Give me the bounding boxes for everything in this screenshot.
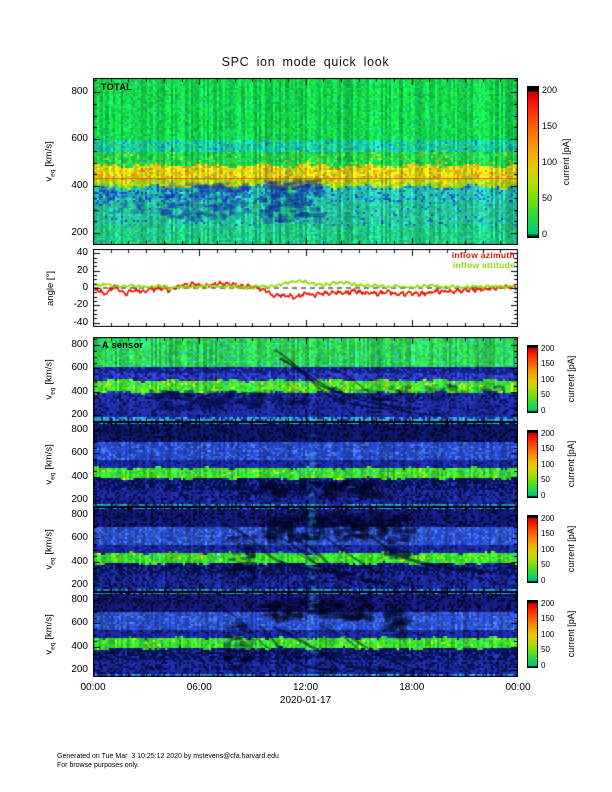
c-sensor-canvas [93, 507, 518, 592]
colorbar-tick-label: 0 [541, 490, 546, 500]
colorbar-tick-label: 150 [541, 529, 555, 538]
y-tick-label: 200 [71, 579, 88, 590]
y-tick-label: 400 [71, 385, 88, 397]
colorbar-c-gradient [527, 515, 538, 583]
y-tick-label: 800 [71, 594, 88, 606]
colorbar-tick-label: 50 [541, 475, 550, 484]
y-tick-label: 800 [71, 339, 88, 351]
y-axis-label-total: veq[km/s] [43, 141, 57, 182]
y-tick-label: 400 [71, 470, 88, 482]
legend-inflow-azimuth: inflow azimuth [451, 250, 515, 260]
x-tick-label: 12:00 [292, 682, 319, 693]
colorbar-axis-label: current [pA] [561, 138, 571, 186]
inflow-angle-panel [93, 249, 518, 327]
y-tick-label: 200 [71, 227, 88, 239]
colorbar-tick-label: 50 [541, 645, 550, 654]
date-label: 2020-01-17 [279, 695, 332, 706]
colorbar-total [527, 86, 539, 238]
colorbar-tick-label: 50 [541, 560, 550, 569]
y-tick-label: 400 [71, 640, 88, 652]
colorbar-d-gradient [527, 600, 538, 668]
a-sensor-spectrogram-panel: A sensor [93, 337, 518, 422]
colorbar-tick-label: 200 [541, 513, 555, 523]
colorbar-tick-label: 200 [542, 84, 558, 95]
colorbar-tick-label: 50 [541, 390, 550, 399]
total-spectrogram-panel: TOTAL [93, 78, 518, 245]
colorbar-tick-label: 200 [541, 598, 555, 608]
total-spectrogram-canvas [93, 78, 518, 245]
page-title: SPC ion mode quick look [221, 55, 390, 69]
colorbar-a-gradient [527, 345, 538, 413]
d-sensor-canvas [93, 592, 518, 677]
footer-line-1: Generated on Tue Mar 3 10:25:12 2020 by … [57, 753, 279, 760]
colorbar-d-sensor [527, 600, 538, 668]
y-tick-label: 600 [71, 617, 88, 629]
y-tick-label: 200 [71, 494, 88, 505]
x-tick-label: 00:00 [80, 682, 106, 693]
colorbar-tick-label: 150 [541, 444, 555, 453]
y-tick-label: 600 [71, 447, 88, 459]
footer-line-2: For browse purposes only. [57, 762, 139, 769]
d-sensor-spectrogram-panel: D sensor [93, 592, 518, 677]
c-sensor-spectrogram-panel: C sensor [93, 507, 518, 592]
y-tick-label: 20 [76, 264, 88, 276]
colorbar-tick-label: 0 [541, 660, 546, 670]
colorbar-tick-label: 100 [541, 544, 555, 554]
colorbar-tick-label: 0 [542, 228, 548, 239]
legend-inflow-attitude: inflow attitude [452, 259, 515, 270]
colorbar-axis-label: current [pA] [566, 355, 576, 403]
y-tick-label: -20 [73, 299, 88, 311]
colorbar-tick-label: 100 [541, 374, 555, 384]
y-tick-label: 800 [71, 509, 88, 521]
panel-label-b-sensor: B sensor [102, 425, 144, 435]
colorbar-b-gradient [527, 430, 538, 498]
panel-label-c-sensor: C sensor [102, 510, 144, 520]
y-tick-label: 40 [76, 247, 88, 259]
colorbar-tick-label: 150 [541, 359, 555, 368]
colorbar-b-sensor [527, 430, 538, 498]
x-tick-label: 00:00 [505, 682, 531, 693]
colorbar-a-sensor [527, 345, 538, 413]
colorbar-tick-label: 100 [541, 629, 555, 639]
colorbar-c-sensor [527, 515, 538, 583]
y-tick-label: -40 [73, 316, 88, 328]
colorbar-tick-label: 150 [541, 614, 555, 623]
panel-label-a-sensor: A sensor [102, 340, 144, 350]
y-tick-label: 0 [82, 282, 88, 293]
b-sensor-spectrogram-panel: B sensor [93, 422, 518, 507]
colorbar-tick-label: 50 [542, 192, 553, 203]
colorbar-axis-label: current [pA] [566, 610, 576, 658]
y-tick-label: 600 [71, 362, 88, 374]
y-tick-label: 600 [71, 532, 88, 544]
panel-label-total: TOTAL [101, 82, 133, 92]
colorbar-tick-label: 200 [541, 428, 555, 438]
y-tick-label: 800 [71, 424, 88, 436]
colorbar-tick-label: 0 [541, 575, 546, 585]
colorbar-tick-label: 150 [542, 120, 558, 131]
colorbar-tick-label: 0 [541, 405, 546, 415]
b-sensor-canvas [93, 422, 518, 507]
colorbar-axis-label: current [pA] [566, 440, 576, 488]
y-tick-label: 600 [71, 133, 88, 145]
x-tick-label: 18:00 [399, 682, 425, 693]
y-tick-label: 200 [71, 409, 88, 420]
colorbar-axis-label: current [pA] [566, 525, 576, 573]
footer-note: Generated on Tue Mar 3 10:25:12 2020 by … [57, 752, 279, 770]
a-sensor-canvas [93, 337, 518, 422]
y-tick-label: 400 [71, 180, 88, 192]
y-tick-label: 400 [71, 555, 88, 567]
panel-label-d-sensor: D sensor [102, 595, 144, 605]
y-tick-label: 800 [71, 86, 88, 98]
x-tick-label: 06:00 [186, 682, 212, 693]
colorbar-tick-label: 200 [541, 343, 555, 353]
inflow-angle-canvas [93, 249, 518, 327]
colorbar-tick-label: 100 [541, 459, 555, 469]
colorbar-tick-label: 100 [542, 156, 558, 167]
colorbar-total-gradient [527, 86, 539, 238]
x-axis-tick-labels: 00:00 06:00 12:00 18:00 00:00 [80, 682, 530, 694]
y-tick-label: 200 [71, 664, 88, 675]
